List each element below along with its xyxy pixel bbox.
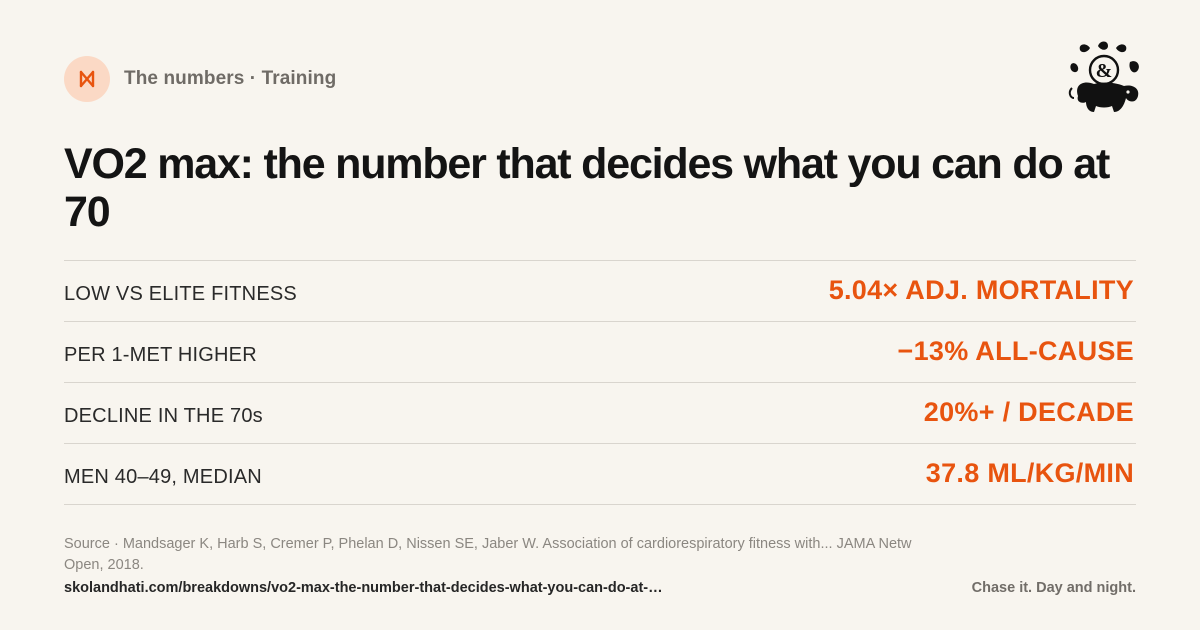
stat-row: DECLINE IN THE 70s 20%+ / DECADE bbox=[64, 383, 1136, 444]
stat-value: 5.04× ADJ. MORTALITY bbox=[828, 274, 1134, 305]
stat-value: −13% ALL-CAUSE bbox=[897, 335, 1134, 366]
lion-ampersand-mascot-icon: & bbox=[1068, 41, 1139, 112]
stat-label: PER 1-MET HIGHER bbox=[64, 343, 257, 366]
stat-label: LOW VS ELITE FITNESS bbox=[64, 282, 297, 305]
stat-label: DECLINE IN THE 70s bbox=[64, 404, 263, 427]
stat-value: 20%+ / DECADE bbox=[923, 396, 1134, 427]
source-citation: Source · Mandsager K, Harb S, Cremer P, … bbox=[64, 536, 912, 573]
bowtie-logo-icon bbox=[79, 70, 95, 88]
mascot-ampersand: & bbox=[1096, 60, 1113, 82]
stat-value: 37.8 ML/KG/MIN bbox=[925, 457, 1134, 488]
stat-row: LOW VS ELITE FITNESS 5.04× ADJ. MORTALIT… bbox=[64, 261, 1136, 322]
stat-label: MEN 40–49, MEDIAN bbox=[64, 465, 262, 488]
stats-table: LOW VS ELITE FITNESS 5.04× ADJ. MORTALIT… bbox=[64, 260, 1136, 505]
header: The numbers · Training bbox=[64, 56, 336, 102]
stat-row: MEN 40–49, MEDIAN 37.8 ML/KG/MIN bbox=[64, 444, 1136, 505]
article-url[interactable]: skolandhati.com/breakdowns/vo2-max-the-n… bbox=[64, 580, 663, 596]
brand-badge[interactable] bbox=[64, 56, 110, 102]
section-label: The numbers · Training bbox=[124, 68, 337, 89]
tagline: Chase it. Day and night. bbox=[971, 580, 1136, 596]
page-title: VO2 max: the number that decides what yo… bbox=[64, 140, 1110, 236]
stat-row: PER 1-MET HIGHER −13% ALL-CAUSE bbox=[64, 322, 1136, 383]
